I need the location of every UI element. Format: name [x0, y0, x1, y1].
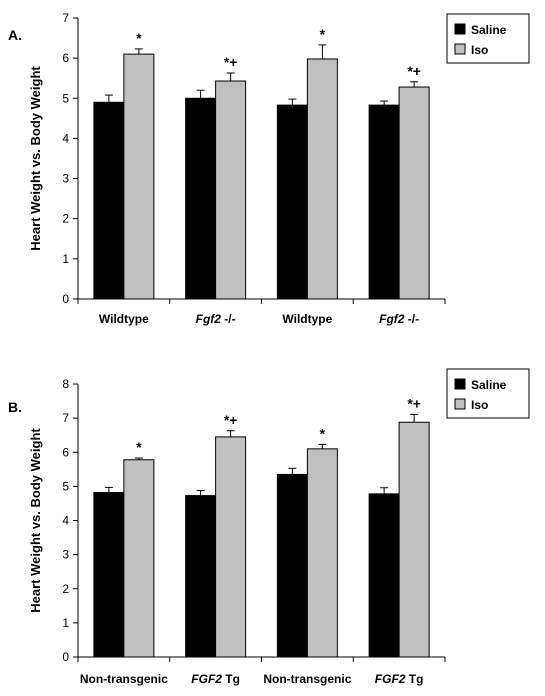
y-axis-label: Heart Weight vs. Body Weight: [28, 428, 43, 613]
bar-saline: [276, 104, 308, 300]
bar-saline: [185, 495, 217, 658]
significance-label: *+: [224, 54, 238, 70]
significance-label: *: [320, 26, 326, 42]
panel-label: A.: [8, 27, 22, 43]
bar-iso: [398, 421, 430, 658]
category-label: Non-transgenic: [80, 672, 168, 686]
y-tick-label: 1: [62, 616, 69, 630]
legend-box: [446, 368, 530, 419]
y-tick-label: 3: [62, 172, 69, 186]
y-tick-label: 2: [62, 212, 69, 226]
category-label: Fgf2 -/-: [196, 312, 236, 326]
legend: Saline Iso: [446, 13, 530, 64]
category-label-post: -/-: [404, 312, 419, 326]
significance-label: *: [136, 30, 142, 46]
legend-label-saline: Saline: [471, 378, 507, 392]
category-label: Wildtype: [99, 312, 149, 326]
category-label-post: Tg: [222, 672, 240, 686]
bar-saline: [93, 492, 125, 658]
category-label: FGF2 Tg: [375, 672, 424, 686]
category-label-post: Wildtype: [282, 312, 332, 326]
bar-saline: [185, 97, 217, 300]
y-tick-label: 7: [62, 411, 69, 425]
bar-saline: [276, 473, 308, 658]
legend-swatch-saline: [454, 23, 466, 35]
y-tick-label: 7: [62, 11, 69, 25]
legend-label-iso: Iso: [471, 43, 488, 57]
category-label-post: Non-transgenic: [80, 672, 168, 686]
y-tick-label: 4: [62, 514, 69, 528]
y-tick-label: 2: [62, 582, 69, 596]
bar-saline: [368, 104, 400, 300]
category-label-italic: Fgf2: [196, 312, 222, 326]
panel-label: B.: [8, 399, 22, 415]
significance-label: *: [136, 439, 142, 455]
category-label: Fgf2 -/-: [379, 312, 419, 326]
y-tick-label: 5: [62, 479, 69, 493]
significance-label: *+: [407, 395, 421, 411]
bar-iso: [215, 80, 247, 300]
bar-iso: [398, 86, 430, 300]
chart-panel-a: A. 0 1 2 3 4 5 6 7 Heart Weight vs. Body Weight * W…: [8, 11, 530, 326]
y-tick-label: 8: [62, 377, 69, 391]
significance-label: *: [320, 425, 326, 441]
y-tick-label: 5: [62, 91, 69, 105]
y-tick-label: 3: [62, 548, 69, 562]
category-label: Non-transgenic: [263, 672, 351, 686]
legend-swatch-iso: [454, 398, 466, 410]
bar-saline: [93, 101, 125, 300]
legend-swatch-saline: [454, 378, 466, 390]
significance-label: *+: [224, 412, 238, 428]
legend-label-saline: Saline: [471, 23, 507, 37]
category-label-post: -/-: [221, 312, 236, 326]
y-tick-label: 0: [62, 292, 69, 306]
category-label-post: Tg: [405, 672, 423, 686]
y-axis-label: Heart Weight vs. Body Weight: [28, 66, 43, 251]
category-label-post: Wildtype: [99, 312, 149, 326]
legend-box: [446, 13, 530, 64]
category-label-post: Non-transgenic: [263, 672, 351, 686]
bar-iso: [215, 436, 247, 658]
legend-swatch-iso: [454, 43, 466, 55]
category-label-italic: FGF2: [191, 672, 222, 686]
y-tick-label: 6: [62, 51, 69, 65]
bar-saline: [368, 493, 400, 658]
y-tick-label: 4: [62, 131, 69, 145]
y-tick-label: 6: [62, 445, 69, 459]
legend: Saline Iso: [446, 368, 530, 419]
category-label: FGF2 Tg: [191, 672, 240, 686]
category-label-italic: Fgf2: [379, 312, 405, 326]
category-label: Wildtype: [282, 312, 332, 326]
bar-iso: [306, 448, 338, 658]
legend-label-iso: Iso: [471, 398, 488, 412]
bar-iso: [123, 459, 155, 658]
bar-iso: [306, 58, 338, 300]
significance-label: *+: [407, 63, 421, 79]
y-tick-label: 0: [62, 650, 69, 664]
category-label-italic: FGF2: [375, 672, 406, 686]
chart-panel-b: B. 0 1 2 3 4 5 6 7 8 Heart Weight vs. Body Weight *…: [8, 368, 530, 686]
bar-iso: [123, 53, 155, 300]
y-tick-label: 1: [62, 252, 69, 266]
